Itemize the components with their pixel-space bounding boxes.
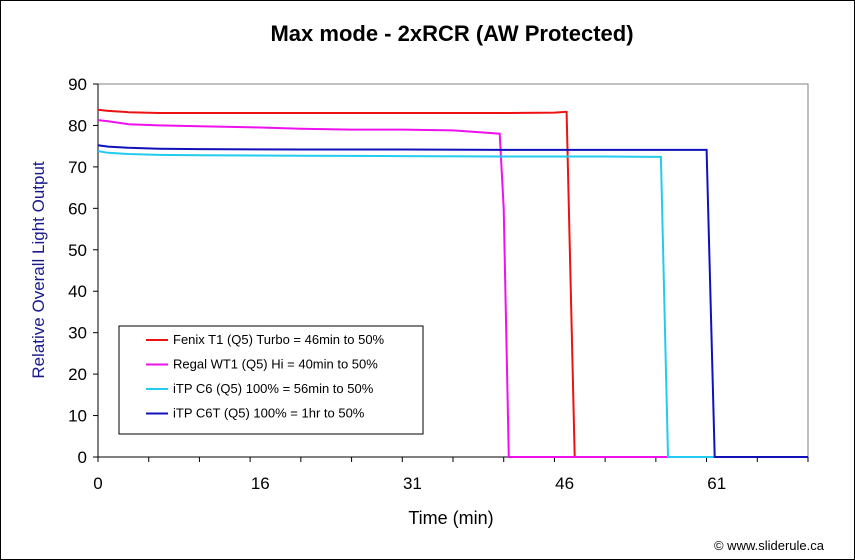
x-tick-label: 61	[707, 474, 726, 493]
series-line	[97, 144, 808, 458]
legend: Fenix T1 (Q5) Turbo = 46min to 50% Regal …	[118, 325, 424, 435]
y-tick-label: 80	[68, 116, 87, 135]
x-tick-label: 46	[555, 474, 574, 493]
credit-text: © www.sliderule.ca	[714, 538, 825, 553]
y-axis: 0 10 20 30 40 50 60 70 80 90	[68, 75, 99, 467]
series-line	[97, 108, 808, 458]
legend-entry-label: iTP C6 (Q5) 100% = 56min to 50%	[173, 381, 374, 396]
y-tick-label: 70	[68, 158, 87, 177]
y-tick-label: 50	[68, 241, 87, 260]
series-line	[97, 119, 808, 458]
x-axis-label: Time (min)	[408, 508, 493, 528]
legend-entry-label: Fenix T1 (Q5) Turbo = 46min to 50%	[173, 332, 385, 347]
legend-entry-label: iTP C6T (Q5) 100% = 1hr to 50%	[173, 406, 365, 421]
y-tick-label: 0	[78, 448, 87, 467]
series-line	[97, 150, 808, 458]
legend-box	[118, 325, 424, 435]
x-axis: 0 16 31 46 61	[93, 456, 809, 493]
y-tick-label: 60	[68, 199, 87, 218]
y-tick-label: 10	[68, 407, 87, 426]
series-layer	[97, 108, 808, 458]
chart-title: Max mode - 2xRCR (AW Protected)	[270, 21, 633, 46]
y-tick-label: 40	[68, 282, 87, 301]
y-tick-label: 90	[68, 75, 87, 94]
x-tick-label: 0	[93, 474, 102, 493]
x-tick-label: 31	[403, 474, 422, 493]
y-axis-label: Relative Overall Light Output	[29, 161, 48, 379]
x-tick-label: 16	[251, 474, 270, 493]
y-tick-label: 30	[68, 324, 87, 343]
legend-entry-label: Regal WT1 (Q5) Hi = 40min to 50%	[173, 357, 378, 372]
y-tick-label: 20	[68, 365, 87, 384]
